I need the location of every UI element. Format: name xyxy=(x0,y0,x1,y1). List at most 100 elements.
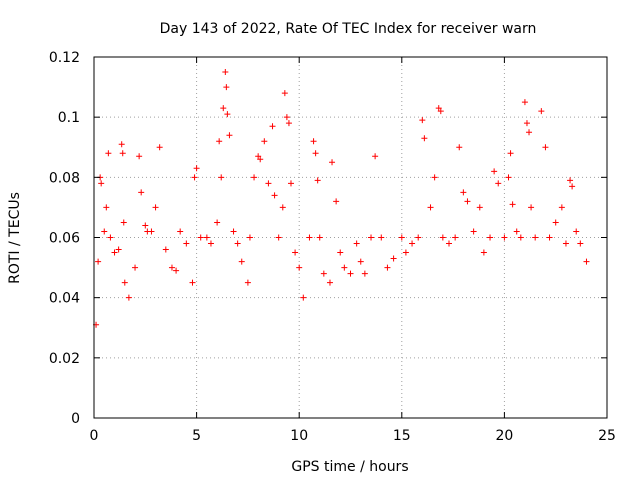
data-point xyxy=(118,141,125,148)
data-point xyxy=(95,258,102,265)
data-point xyxy=(398,234,405,241)
data-point xyxy=(107,234,114,241)
y-axis-label: ROTI / TECUs xyxy=(7,192,23,284)
data-point xyxy=(271,192,278,199)
data-point xyxy=(224,111,231,118)
data-point xyxy=(409,240,416,247)
data-point xyxy=(526,129,533,136)
data-point xyxy=(326,279,333,286)
data-point xyxy=(509,201,516,208)
data-point xyxy=(521,99,528,106)
data-point xyxy=(214,219,221,226)
data-point xyxy=(513,228,520,235)
data-point xyxy=(476,204,483,211)
data-point xyxy=(238,258,245,265)
data-point xyxy=(251,174,258,181)
data-point xyxy=(244,279,251,286)
y-tick-label: 0.12 xyxy=(49,50,80,66)
data-point xyxy=(310,138,317,145)
data-point xyxy=(275,234,282,241)
data-point xyxy=(193,165,200,172)
data-point xyxy=(577,240,584,247)
data-point xyxy=(372,153,379,160)
data-point xyxy=(119,150,126,157)
y-tick-label: 0.02 xyxy=(49,351,80,367)
data-point xyxy=(121,279,128,286)
data-point xyxy=(460,189,467,196)
data-point xyxy=(542,144,549,151)
data-point xyxy=(439,234,446,241)
data-point xyxy=(183,240,190,247)
data-point xyxy=(177,228,184,235)
data-point xyxy=(162,246,169,253)
data-point xyxy=(562,240,569,247)
data-point xyxy=(528,204,535,211)
data-point xyxy=(427,204,434,211)
x-tick-label: 10 xyxy=(290,428,308,444)
chart-title: Day 143 of 2022, Rate Of TEC Index for r… xyxy=(160,21,537,37)
data-point xyxy=(437,108,444,115)
data-point xyxy=(487,234,494,241)
data-point xyxy=(136,153,143,160)
data-point xyxy=(265,180,272,187)
data-point xyxy=(246,234,253,241)
data-point xyxy=(491,168,498,175)
data-point xyxy=(552,219,559,226)
y-tick-label: 0.04 xyxy=(49,291,80,307)
data-point xyxy=(567,177,574,184)
data-point xyxy=(292,249,299,256)
data-point xyxy=(316,234,323,241)
data-points xyxy=(93,69,590,328)
x-axis-label: GPS time / hours xyxy=(291,459,408,475)
data-point xyxy=(523,120,530,127)
data-point xyxy=(132,264,139,271)
data-point xyxy=(419,117,426,124)
data-point xyxy=(312,150,319,157)
data-point xyxy=(285,120,292,127)
x-tick-label: 15 xyxy=(393,428,411,444)
data-point xyxy=(421,135,428,142)
data-point xyxy=(353,240,360,247)
data-point xyxy=(320,270,327,277)
data-point xyxy=(287,180,294,187)
data-point xyxy=(207,240,214,247)
data-point xyxy=(300,294,307,301)
data-point xyxy=(333,198,340,205)
data-point xyxy=(558,204,565,211)
data-point xyxy=(257,156,264,163)
data-point xyxy=(569,183,576,190)
data-point xyxy=(142,222,149,229)
plot-frame xyxy=(93,56,608,419)
data-point xyxy=(168,264,175,271)
data-point xyxy=(329,159,336,166)
data-point xyxy=(279,204,286,211)
data-point xyxy=(269,123,276,130)
data-point xyxy=(283,114,290,121)
data-point xyxy=(480,249,487,256)
data-point xyxy=(456,144,463,151)
data-point xyxy=(361,270,368,277)
data-point xyxy=(226,132,233,139)
y-tick-label: 0.08 xyxy=(49,170,80,186)
data-point xyxy=(314,177,321,184)
data-point xyxy=(281,90,288,97)
data-point xyxy=(357,258,364,265)
data-point xyxy=(341,264,348,271)
data-point xyxy=(101,228,108,235)
data-point xyxy=(261,138,268,145)
data-point xyxy=(220,105,227,112)
data-point xyxy=(191,174,198,181)
data-point xyxy=(445,240,452,247)
data-point xyxy=(296,264,303,271)
x-tick-label: 25 xyxy=(598,428,616,444)
data-point xyxy=(230,228,237,235)
data-point xyxy=(216,138,223,145)
x-tick-label: 0 xyxy=(90,428,99,444)
data-point xyxy=(223,84,230,91)
data-point xyxy=(538,108,545,115)
data-point xyxy=(125,294,132,301)
data-point xyxy=(306,234,313,241)
data-point xyxy=(384,264,391,271)
data-point xyxy=(98,180,105,187)
data-point xyxy=(234,240,241,247)
